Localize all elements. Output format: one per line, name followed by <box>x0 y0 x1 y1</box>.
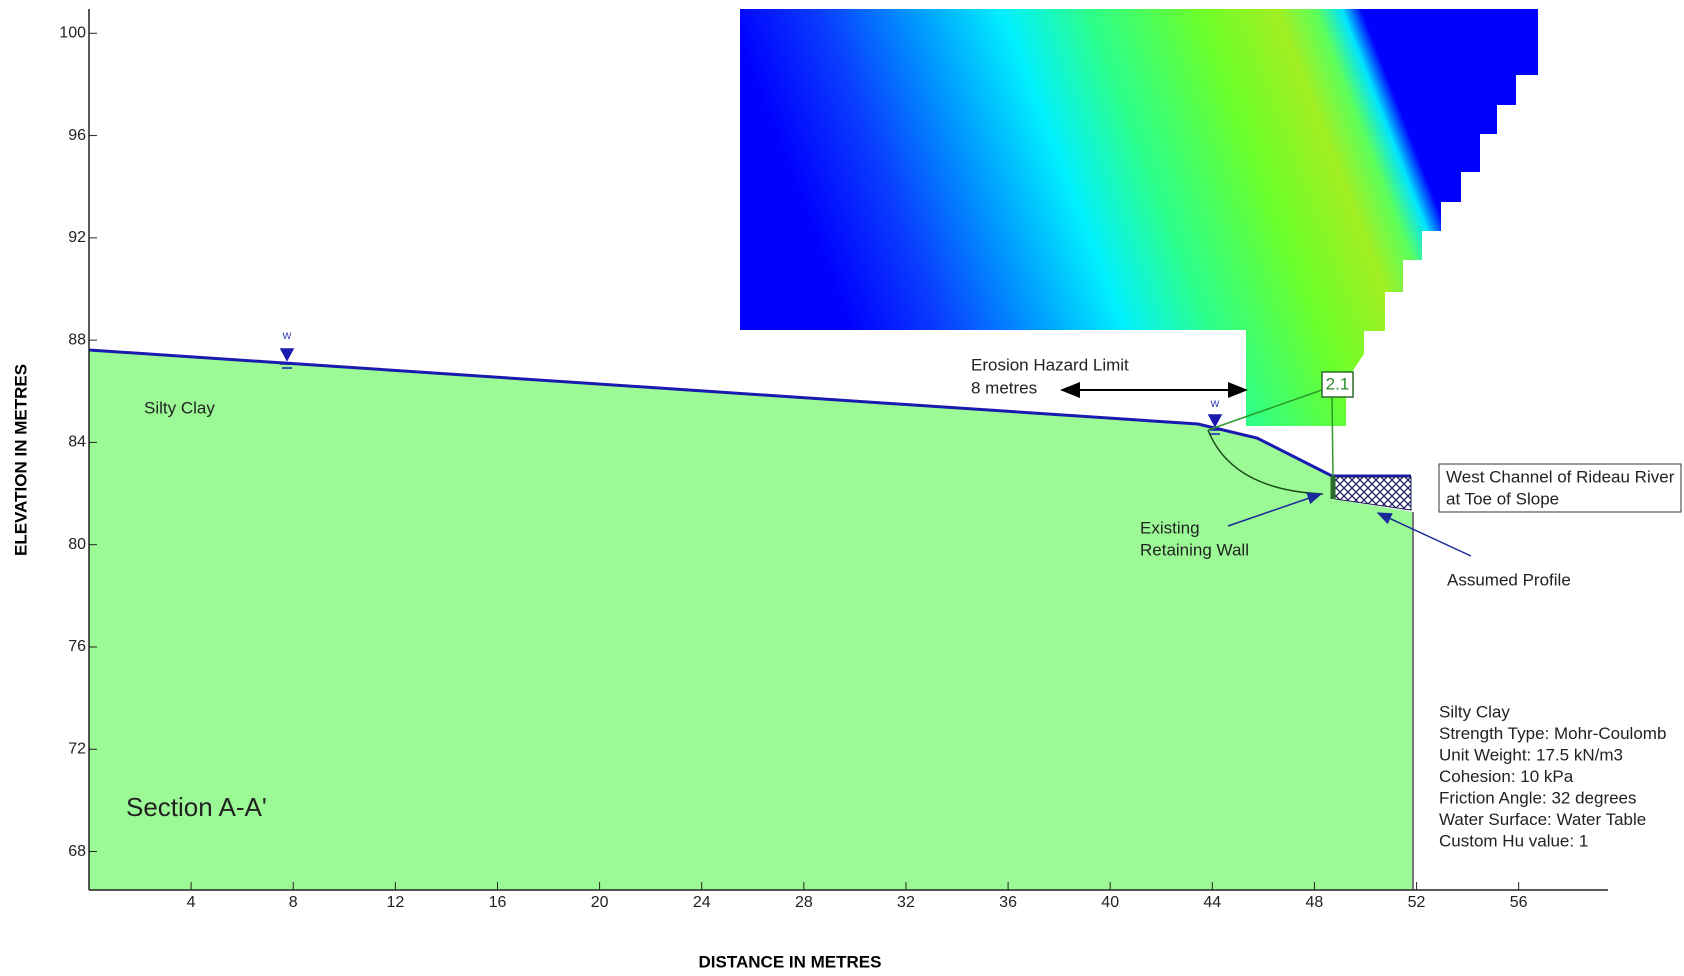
leader-line <box>1207 389 1323 431</box>
erosion-distance: 8 metres <box>971 378 1037 397</box>
x-tick-label: 24 <box>693 894 711 911</box>
soil-region <box>89 350 1413 890</box>
water-table-marker <box>279 348 295 369</box>
x-axis-title: DISTANCE IN METRES <box>699 952 882 971</box>
y-axis-title: ELEVATION IN METRES <box>11 364 30 556</box>
property-line: Water Surface: Water Table <box>1439 810 1646 829</box>
y-tick-label: 100 <box>59 25 86 42</box>
water-table-label: w <box>1210 396 1220 410</box>
wall-label: Retaining Wall <box>1140 540 1249 559</box>
x-tick-label: 56 <box>1510 894 1528 911</box>
erosion-title: Erosion Hazard Limit <box>971 355 1129 374</box>
profile-arrow <box>1376 512 1472 557</box>
property-line: Silty Clay <box>1439 702 1510 721</box>
x-tick-label: 4 <box>187 894 196 911</box>
profile-label: Assumed Profile <box>1447 570 1571 589</box>
y-tick-label: 72 <box>68 740 86 757</box>
wall-arrow <box>1227 492 1323 527</box>
x-tick-label: 48 <box>1306 894 1324 911</box>
river-label: West Channel of Rideau River <box>1446 467 1675 486</box>
water-table-marker <box>1207 414 1223 435</box>
y-tick-label: 68 <box>68 843 86 860</box>
x-tick-label: 36 <box>999 894 1017 911</box>
y-tick-label: 88 <box>68 331 86 348</box>
y-tick-label: 76 <box>68 638 86 655</box>
x-tick-label: 12 <box>386 894 404 911</box>
ground-surface <box>88 348 1411 478</box>
factor-box <box>1321 371 1354 398</box>
factor-of-safety: 2.1 <box>1326 374 1350 393</box>
property-line: Unit Weight: 17.5 kN/m3 <box>1439 745 1623 764</box>
contour-region <box>740 9 1538 426</box>
y-tick-label: 96 <box>68 127 86 144</box>
leader-line <box>1331 396 1334 477</box>
river-label: at Toe of Slope <box>1446 489 1559 508</box>
water-table-label: w <box>282 328 292 342</box>
property-line: Custom Hu value: 1 <box>1439 831 1588 850</box>
x-tick-label: 32 <box>897 894 915 911</box>
material-label: Silty Clay <box>144 398 215 417</box>
x-tick-label: 8 <box>289 894 298 911</box>
y-tick-label: 84 <box>68 434 86 451</box>
x-tick-label: 28 <box>795 894 813 911</box>
y-tick-label: 92 <box>68 229 86 246</box>
river-box <box>1438 463 1682 513</box>
x-tick-label: 44 <box>1203 894 1221 911</box>
slip-surface <box>1207 429 1324 495</box>
x-tick-label: 40 <box>1101 894 1119 911</box>
wall-label: Existing <box>1140 518 1200 537</box>
property-line: Cohesion: 10 kPa <box>1439 767 1574 786</box>
x-tick-label: 20 <box>591 894 609 911</box>
section-title: Section A-A' <box>126 792 267 822</box>
property-line: Friction Angle: 32 degrees <box>1439 788 1637 807</box>
y-tick-label: 80 <box>68 536 86 553</box>
x-tick-label: 16 <box>489 894 507 911</box>
x-tick-label: 52 <box>1408 894 1426 911</box>
material-properties: Silty Clay Strength Type: Mohr-Coulomb Uni… <box>1439 702 1666 850</box>
property-line: Strength Type: Mohr-Coulomb <box>1439 724 1666 743</box>
